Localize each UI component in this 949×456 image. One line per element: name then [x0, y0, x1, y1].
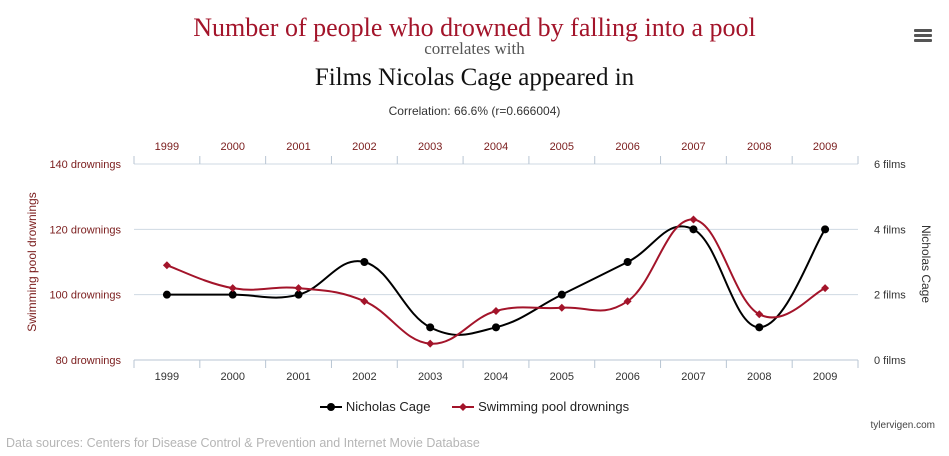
data-point-drownings	[689, 215, 698, 224]
left-axis-title: Swimming pool drownings	[25, 192, 39, 331]
data-point-drownings	[821, 284, 830, 293]
right-tick-label: 6 films	[874, 159, 906, 171]
chart-title-connector: correlates with	[424, 39, 525, 58]
top-x-tick-label: 1999	[155, 141, 179, 153]
left-tick-label: 120 drownings	[49, 224, 121, 236]
right-axis-title: Nicholas Cage	[919, 225, 933, 303]
legend-label-drownings: Swimming pool drownings	[478, 399, 630, 414]
data-point-drownings	[557, 303, 566, 312]
top-x-tick-label: 2004	[484, 141, 508, 153]
chart-title-block: Number of people who drowned by falling …	[0, 12, 949, 94]
x-tick-label: 2002	[352, 371, 376, 383]
x-tick-label: 2007	[681, 371, 705, 383]
top-x-tick-label: 2007	[681, 141, 705, 153]
x-tick-label: 2005	[550, 371, 574, 383]
x-tick-label: 1999	[155, 371, 179, 383]
top-x-tick-label: 2000	[220, 141, 244, 153]
data-point-drownings	[426, 339, 435, 348]
menu-bar	[914, 34, 932, 37]
top-x-tick-label: 2009	[813, 141, 837, 153]
menu-bar	[914, 39, 932, 42]
data-point-cage	[294, 290, 303, 299]
credit-link[interactable]: tylervigen.com	[870, 420, 935, 431]
right-tick-label: 0 films	[874, 355, 906, 367]
chart-subtitle: Films Nicolas Cage appeared in	[314, 64, 635, 91]
data-point-cage	[426, 323, 435, 332]
right-tick-label: 4 films	[874, 224, 906, 236]
data-point-cage	[755, 323, 764, 332]
top-x-tick-label: 2008	[747, 141, 771, 153]
top-x-tick-label: 2001	[286, 141, 310, 153]
data-point-cage	[821, 225, 830, 234]
data-point-cage	[557, 290, 566, 299]
x-tick-label: 2004	[484, 371, 508, 383]
data-point-drownings	[623, 297, 632, 306]
legend: Nicholas Cage Swimming pool drownings	[0, 399, 949, 415]
x-tick-label: 2008	[747, 371, 771, 383]
right-tick-label: 2 films	[874, 290, 906, 302]
legend-marker-cage	[319, 402, 342, 411]
top-x-tick-label: 2002	[352, 141, 376, 153]
data-point-cage	[623, 258, 632, 266]
x-tick-label: 2001	[286, 371, 310, 383]
series-line-drownings	[166, 218, 826, 345]
data-point-drownings	[755, 310, 764, 319]
left-tick-label: 140 drownings	[49, 159, 121, 171]
series-line-cage	[166, 225, 826, 336]
legend-marker-drownings	[452, 402, 475, 411]
chart-title: Number of people who drowned by falling …	[193, 13, 756, 42]
correlation-label: Correlation: 66.6% (r=0.666004)	[388, 104, 561, 118]
menu-bar	[914, 29, 932, 32]
x-tick-label: 2009	[813, 371, 837, 383]
data-point-cage	[162, 290, 171, 299]
data-point-drownings	[228, 284, 237, 293]
top-x-tick-label: 2005	[550, 141, 574, 153]
left-tick-label: 100 drownings	[49, 290, 121, 302]
legend-item-drownings[interactable]: Swimming pool drownings	[452, 399, 629, 414]
legend-label-cage: Nicholas Cage	[345, 399, 431, 414]
top-x-tick-label: 2006	[615, 141, 639, 153]
x-tick-label: 2003	[418, 371, 442, 383]
data-sources: Data sources: Centers for Disease Contro…	[6, 436, 480, 450]
legend-item-cage[interactable]: Nicholas Cage	[319, 399, 431, 414]
x-tick-label: 2000	[220, 371, 244, 383]
hamburger-menu-icon[interactable]	[914, 28, 932, 44]
data-point-drownings	[360, 297, 369, 306]
data-point-cage	[689, 225, 698, 234]
x-tick-label: 2006	[615, 371, 639, 383]
left-tick-label: 80 drownings	[56, 355, 122, 367]
data-point-cage	[360, 258, 369, 266]
data-point-drownings	[492, 307, 500, 315]
data-point-cage	[492, 323, 500, 332]
data-point-drownings	[162, 261, 171, 270]
data-point-drownings	[294, 284, 303, 293]
top-x-tick-label: 2003	[418, 141, 442, 153]
data-point-cage	[228, 290, 237, 299]
